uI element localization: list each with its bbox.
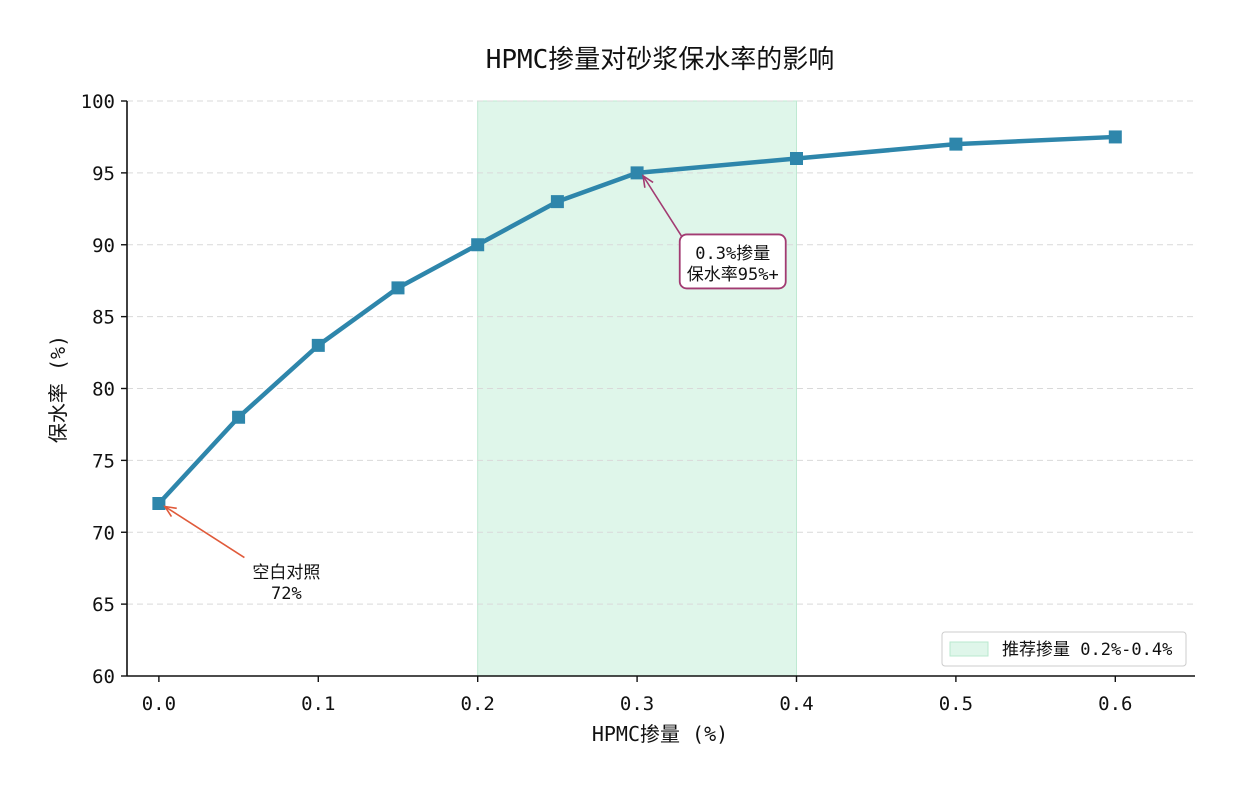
y-ticks: 60 65 70 75 80 85 90 95 100 (81, 91, 127, 688)
y-tick-label: 100 (81, 91, 115, 113)
annotation-text: 空白对照 (252, 563, 320, 583)
plot-background (127, 100, 1195, 677)
annotation-text: 0.3%掺量 (695, 244, 770, 264)
data-point (391, 281, 405, 295)
y-tick-label: 75 (92, 450, 115, 472)
y-tick-label: 65 (92, 594, 115, 616)
y-tick-label: 80 (92, 379, 115, 401)
y-tick-label: 60 (92, 666, 115, 688)
x-axis-label: HPMC掺量 (%) (592, 722, 728, 746)
x-tick-label: 0.0 (142, 693, 176, 715)
y-tick-label: 70 (92, 522, 115, 544)
y-tick-label: 90 (92, 235, 115, 257)
annotation-arrow (164, 505, 245, 559)
annotation-arrow (642, 175, 683, 237)
data-point (789, 152, 803, 165)
legend-frame (941, 631, 1187, 667)
annotation-text: 72% (271, 584, 302, 604)
x-tick-label: 0.4 (779, 693, 813, 715)
series-layer (152, 130, 1122, 510)
legend: 推荐掺量 0.2%-0.4% (941, 631, 1187, 667)
series-line (156, 134, 1118, 506)
y-axis-label: 保水率 (%) (46, 335, 70, 443)
x-tick-label: 0.2 (461, 693, 495, 715)
annotation-arrowhead (163, 505, 177, 517)
legend-swatch (949, 641, 989, 657)
x-tick-label: 0.1 (301, 693, 335, 715)
chart-title: HPMC掺量对砂浆保水率的影响 (486, 45, 835, 75)
annotation-arrowhead (642, 174, 654, 188)
data-point (152, 497, 166, 510)
x-ticks: 0.0 0.1 0.2 0.3 0.4 0.5 0.6 (142, 676, 1132, 715)
annotation-text: 保水率95%+ (687, 265, 779, 285)
x-tick-label: 0.5 (939, 693, 973, 715)
data-point (232, 410, 246, 424)
data-point (550, 195, 564, 209)
x-tick-label: 0.6 (1098, 693, 1132, 715)
legend-label: 推荐掺量 0.2%-0.4% (1002, 640, 1172, 660)
y-tick-label: 85 (92, 307, 115, 329)
data-point (311, 338, 325, 352)
annotation-box (678, 233, 787, 290)
x-tick-label: 0.3 (620, 693, 654, 715)
data-point (1108, 130, 1122, 144)
data-point (471, 238, 485, 252)
data-point (949, 137, 963, 151)
y-tick-label: 95 (92, 163, 115, 185)
data-point (630, 166, 644, 180)
